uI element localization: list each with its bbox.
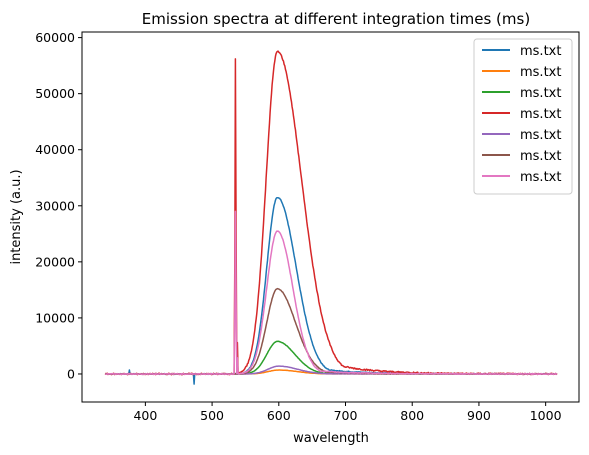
- legend-label: ms.txt: [520, 170, 561, 185]
- x-tick-label: 600: [267, 408, 291, 423]
- x-axis-label: wavelength: [293, 431, 369, 446]
- legend: ms.txt ms.txt ms.txt ms.txt ms.txt ms.txt ms.t…: [473, 38, 573, 195]
- y-tick-label: 50000: [35, 86, 75, 101]
- legend-label: ms.txt: [520, 149, 561, 164]
- x-tick-label: 500: [200, 408, 224, 423]
- legend-label: ms.txt: [520, 65, 561, 80]
- y-tick-label: 60000: [35, 30, 75, 45]
- x-tick-label: 700: [334, 408, 358, 423]
- x-tick-label: 900: [467, 408, 491, 423]
- legend-label: ms.txt: [520, 86, 561, 101]
- plot-area: [104, 50, 558, 385]
- chart-title: Emission spectra at different integratio…: [142, 10, 530, 28]
- y-tick-label: 0: [67, 366, 75, 381]
- y-tick-label: 30000: [35, 198, 75, 213]
- y-tick-label: 10000: [35, 310, 75, 325]
- legend-label: ms.txt: [520, 128, 561, 143]
- x-tick-label: 1000: [530, 408, 562, 423]
- y-tick-label: 20000: [35, 254, 75, 269]
- legend-label: ms.txt: [520, 44, 561, 59]
- x-tick-label: 400: [133, 408, 157, 423]
- legend-label: ms.txt: [520, 107, 561, 122]
- axis-ticks: 400 500 600 700 800 900 1000010000200003000040…: [35, 30, 561, 423]
- series-line: [105, 210, 558, 376]
- plot-frame: [81, 31, 580, 403]
- y-axis-label: intensity (a.u.): [9, 169, 24, 264]
- x-tick-label: 800: [400, 408, 424, 423]
- y-tick-label: 40000: [35, 142, 75, 157]
